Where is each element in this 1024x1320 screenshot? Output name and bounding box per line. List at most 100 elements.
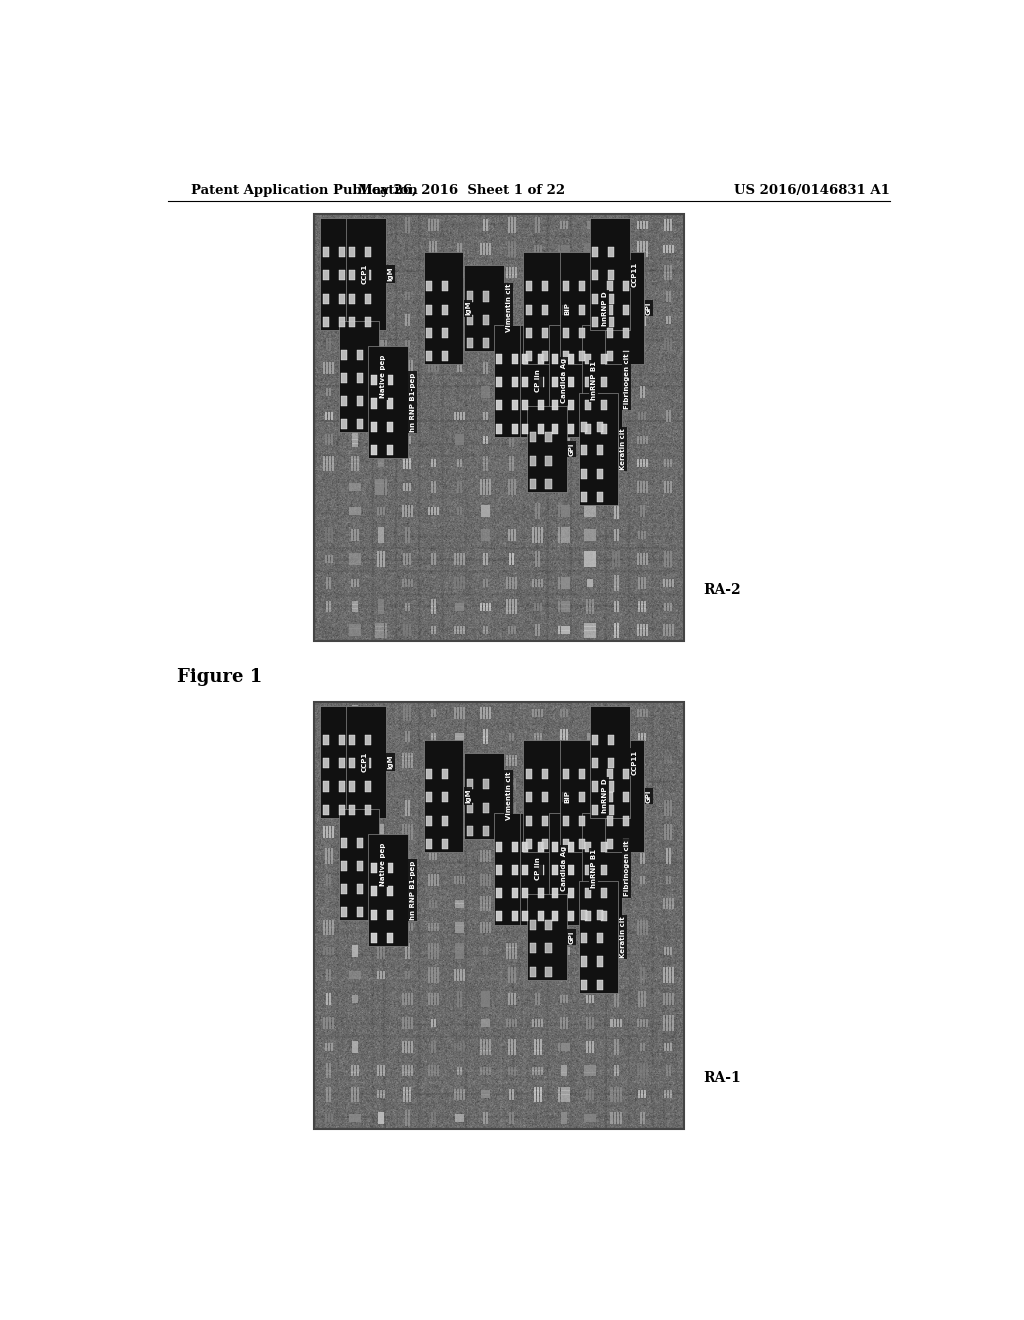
- Bar: [512, 1023, 514, 1027]
- Bar: [357, 859, 359, 863]
- Bar: [327, 924, 329, 928]
- Bar: [671, 1043, 673, 1047]
- Bar: [643, 875, 645, 880]
- Bar: [534, 341, 536, 345]
- Bar: [641, 807, 643, 810]
- Bar: [382, 847, 384, 853]
- Bar: [351, 251, 353, 255]
- Bar: [564, 290, 566, 294]
- Bar: [480, 903, 482, 908]
- Bar: [515, 755, 517, 759]
- Bar: [327, 268, 329, 273]
- Bar: [588, 224, 590, 228]
- Bar: [454, 828, 456, 832]
- Bar: [357, 847, 359, 853]
- Bar: [646, 1019, 648, 1023]
- Bar: [349, 1114, 351, 1118]
- Bar: [643, 248, 645, 252]
- Bar: [610, 1086, 612, 1090]
- Bar: [408, 924, 410, 928]
- Bar: [542, 351, 548, 360]
- Bar: [643, 851, 645, 855]
- Bar: [434, 1048, 436, 1052]
- Bar: [591, 630, 593, 635]
- Bar: [542, 977, 544, 981]
- Bar: [408, 416, 410, 420]
- Bar: [351, 276, 353, 280]
- Bar: [403, 1090, 406, 1094]
- Bar: [511, 903, 513, 908]
- Bar: [641, 784, 643, 788]
- Bar: [431, 952, 433, 956]
- Bar: [330, 834, 332, 838]
- Bar: [509, 826, 511, 830]
- Bar: [408, 341, 410, 345]
- Bar: [357, 463, 359, 467]
- Bar: [536, 977, 538, 981]
- Bar: [594, 550, 596, 556]
- Bar: [483, 1071, 485, 1074]
- Bar: [332, 1024, 335, 1028]
- Bar: [365, 735, 371, 744]
- Bar: [592, 289, 594, 293]
- Bar: [328, 434, 330, 438]
- Bar: [615, 832, 617, 836]
- Bar: [509, 952, 511, 956]
- Bar: [509, 944, 511, 948]
- Bar: [346, 706, 386, 818]
- Bar: [591, 341, 593, 345]
- Bar: [668, 756, 670, 760]
- Bar: [594, 968, 596, 972]
- Bar: [612, 550, 614, 556]
- Bar: [643, 1067, 645, 1071]
- Bar: [456, 441, 458, 445]
- Bar: [616, 713, 618, 717]
- Bar: [663, 972, 665, 975]
- Bar: [404, 731, 407, 735]
- Bar: [460, 1047, 462, 1051]
- Bar: [540, 348, 542, 352]
- Bar: [643, 920, 645, 924]
- Bar: [610, 412, 612, 416]
- Bar: [640, 1074, 642, 1078]
- Bar: [509, 1117, 511, 1121]
- Bar: [514, 807, 516, 810]
- Bar: [483, 440, 485, 444]
- Bar: [481, 510, 483, 513]
- Bar: [612, 558, 614, 562]
- Bar: [607, 327, 613, 338]
- Bar: [561, 346, 563, 350]
- Bar: [520, 325, 559, 437]
- Bar: [558, 630, 560, 635]
- Bar: [615, 944, 617, 948]
- Bar: [532, 293, 535, 297]
- Bar: [566, 928, 568, 932]
- Bar: [608, 247, 614, 257]
- Bar: [436, 928, 439, 932]
- Bar: [462, 341, 464, 345]
- Bar: [404, 1020, 407, 1024]
- Bar: [460, 1089, 462, 1093]
- Bar: [332, 826, 335, 830]
- Bar: [534, 949, 536, 953]
- Bar: [352, 995, 354, 999]
- Bar: [610, 243, 612, 247]
- Bar: [331, 539, 333, 543]
- Bar: [637, 252, 639, 256]
- Bar: [601, 911, 607, 921]
- Bar: [460, 1003, 462, 1007]
- Bar: [512, 436, 514, 440]
- Bar: [401, 372, 403, 376]
- Bar: [567, 378, 573, 387]
- Bar: [509, 436, 511, 440]
- Bar: [512, 585, 514, 589]
- Bar: [435, 248, 437, 252]
- Bar: [489, 342, 492, 346]
- Bar: [616, 515, 618, 519]
- Bar: [511, 1039, 513, 1043]
- Bar: [327, 762, 329, 767]
- Bar: [349, 224, 351, 228]
- Bar: [564, 248, 566, 252]
- Bar: [540, 1051, 542, 1055]
- Bar: [462, 948, 464, 952]
